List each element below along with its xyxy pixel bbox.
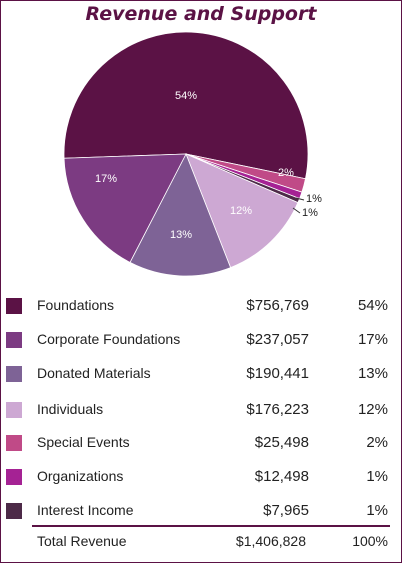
- total-percent: 100%: [352, 533, 388, 549]
- legend-label: Foundations: [37, 297, 115, 313]
- legend-amount: $7,965: [263, 502, 309, 519]
- legend-percent: 17%: [357, 331, 388, 348]
- legend-amount: $190,441: [246, 365, 309, 382]
- pie-label-special-events: 2%: [278, 167, 294, 179]
- legend-percent: 2%: [366, 434, 388, 451]
- legend-row-interest-income: Interest Income $7,965 1%: [0, 499, 402, 523]
- legend-amount: $25,498: [254, 434, 309, 451]
- legend-percent: 13%: [357, 365, 388, 382]
- total-amount: $1,406,828: [235, 533, 306, 549]
- pie-label-interest-income: 1%: [302, 207, 318, 219]
- pie-chart: 54% 2% 1% 1% 12% 13% 17%: [63, 31, 322, 277]
- legend-row-individuals: Individuals $176,223 12%: [0, 398, 402, 422]
- pie-slice-donated-materials: [129, 153, 232, 277]
- legend-label: Special Events: [37, 434, 130, 450]
- legend-label: Organizations: [37, 468, 124, 484]
- legend-percent: 54%: [357, 297, 388, 314]
- legend-label: Interest Income: [37, 502, 134, 518]
- pie-slice-individuals: [185, 153, 299, 269]
- legend-amount: $237,057: [246, 331, 309, 348]
- legend-swatch: [6, 503, 22, 519]
- total-divider: [32, 525, 390, 527]
- legend-row-donated-materials: Donated Materials $190,441 13%: [0, 362, 402, 386]
- legend-swatch: [6, 402, 22, 418]
- total-label: Total Revenue: [37, 533, 127, 549]
- pie-label-donated-materials: 13%: [170, 229, 192, 241]
- legend-label: Donated Materials: [37, 365, 151, 381]
- pie-leader-line: [292, 207, 301, 214]
- legend-row-corporate-foundations: Corporate Foundations $237,057 17%: [0, 328, 402, 352]
- legend-row-organizations: Organizations $12,498 1%: [0, 465, 402, 489]
- legend-row-foundations: Foundations $756,769 54%: [0, 294, 402, 318]
- legend-amount: $756,769: [246, 297, 309, 314]
- legend-swatch: [6, 366, 22, 382]
- legend-swatch: [6, 469, 22, 485]
- total-row: Total Revenue $1,406,828 100%: [0, 530, 402, 554]
- pie-label-foundations: 54%: [175, 90, 197, 102]
- pie-slice-corporate-foundations: [63, 153, 187, 263]
- legend-label: Corporate Foundations: [37, 331, 181, 347]
- legend-row-special-events: Special Events $25,498 2%: [0, 431, 402, 455]
- legend-label: Individuals: [37, 401, 104, 417]
- legend-swatch: [6, 298, 22, 314]
- pie-leader-line: [295, 197, 305, 201]
- legend-swatch: [6, 332, 22, 348]
- pie-label-corporate-foundations: 17%: [95, 173, 117, 185]
- legend-swatch: [6, 435, 22, 451]
- legend-percent: 12%: [357, 401, 388, 418]
- legend-percent: 1%: [366, 468, 388, 485]
- legend-amount: $176,223: [246, 401, 309, 418]
- pie-slice-foundations: [63, 31, 309, 180]
- pie-label-organizations: 1%: [306, 193, 322, 205]
- pie-label-individuals: 12%: [230, 205, 252, 217]
- legend-amount: $12,498: [254, 468, 309, 485]
- legend-percent: 1%: [366, 502, 388, 519]
- chart-title: Revenue and Support: [85, 3, 317, 25]
